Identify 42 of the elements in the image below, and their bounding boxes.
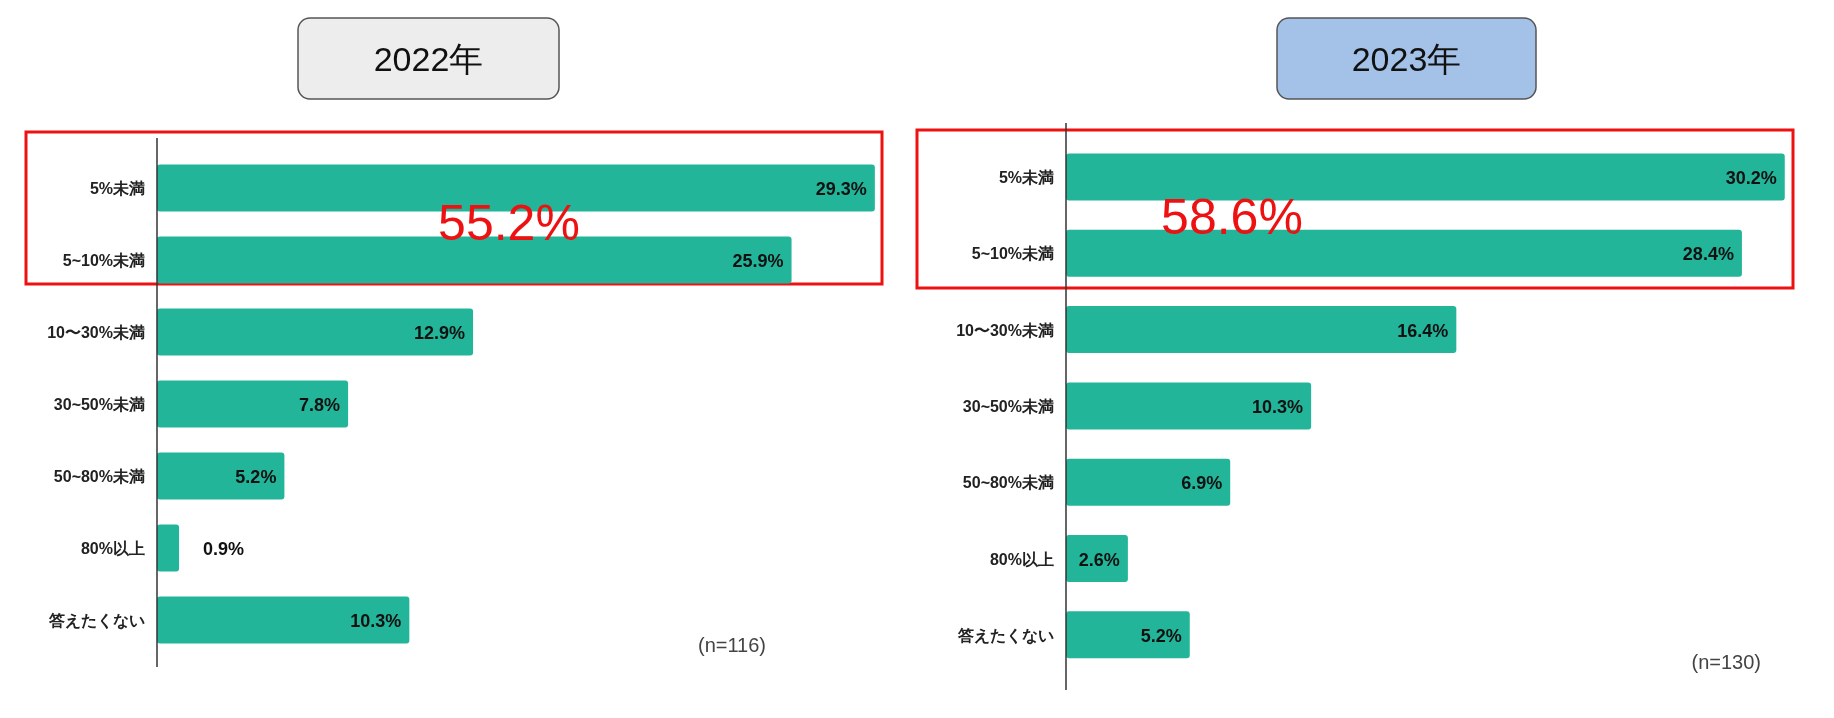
bar: [1066, 611, 1190, 659]
bar: [1066, 458, 1231, 506]
annotation: 55.2%: [438, 195, 580, 251]
y-tick-label: 答えたくない: [957, 626, 1054, 645]
bar: [157, 524, 180, 572]
y-tick-label: 5%未満: [998, 169, 1054, 186]
bar: [157, 596, 410, 644]
data-label: 6.9%: [1181, 473, 1223, 494]
y-tick-label: 5%未満: [89, 180, 145, 197]
y-tick-label: 80%以上: [80, 540, 145, 557]
y-tick-label: 10〜30%未満: [956, 321, 1054, 339]
data-label: 0.9%: [203, 539, 245, 559]
chart-title: 2023年: [1351, 39, 1462, 78]
data-label: 30.2%: [1725, 168, 1777, 188]
y-tick-label: 50~80%未満: [53, 468, 145, 485]
data-label: 10.3%: [350, 611, 402, 631]
y-tick-label: 30~50%未満: [962, 397, 1054, 415]
data-label: 2.6%: [1078, 549, 1120, 570]
bar: [157, 380, 349, 428]
data-label: 16.4%: [1397, 320, 1449, 341]
data-label: 29.3%: [815, 179, 867, 199]
y-tick-label: 50~80%未満: [962, 474, 1054, 492]
data-label: 7.8%: [299, 395, 341, 415]
y-tick-label: 10〜30%未満: [47, 324, 145, 341]
data-label: 25.9%: [732, 251, 784, 271]
chart-title: 2022年: [373, 39, 484, 78]
data-label: 5.2%: [1140, 625, 1182, 646]
data-label: 5.2%: [235, 467, 277, 487]
bar: [157, 308, 474, 356]
y-tick-label: 答えたくない: [48, 612, 145, 630]
annotation: (n=130): [1691, 651, 1761, 673]
data-label: 10.3%: [1252, 396, 1304, 417]
y-tick-label: 5~10%未満: [62, 252, 145, 269]
bar: [157, 452, 285, 500]
y-tick-label: 30~50%未満: [53, 396, 145, 413]
data-label: 28.4%: [1682, 244, 1734, 265]
annotation: (n=116): [697, 634, 766, 656]
bar: [1066, 382, 1312, 430]
data-label: 12.9%: [414, 323, 466, 343]
y-tick-label: 5~10%未満: [971, 245, 1054, 263]
bar: [1066, 306, 1457, 354]
y-tick-label: 80%以上: [989, 550, 1054, 568]
